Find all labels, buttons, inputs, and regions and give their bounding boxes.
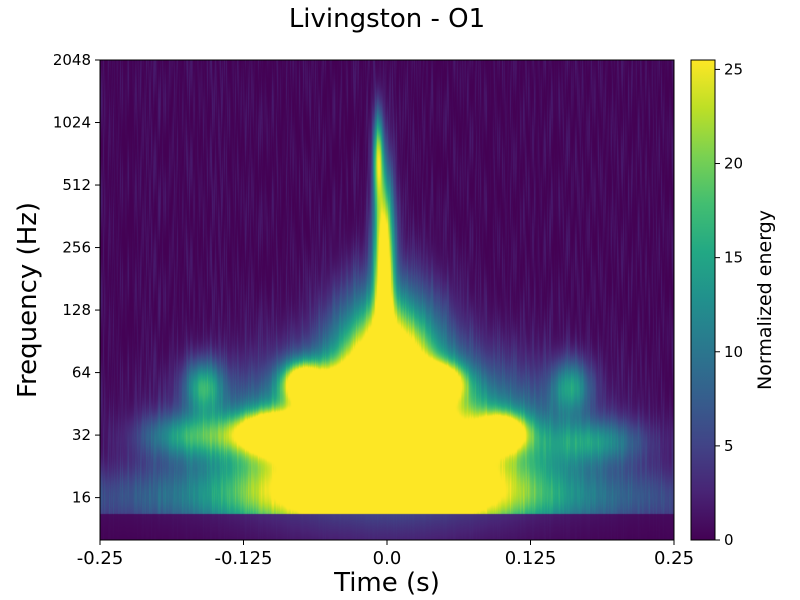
x-tick-label: 0.25 [654, 548, 694, 569]
colorbar-ticks: 0 5 10 15 20 25 [715, 60, 743, 549]
y-tick-label: 1024 [53, 114, 91, 132]
x-tick-label: -0.25 [77, 548, 124, 569]
y-tick-label: 512 [62, 176, 91, 194]
y-axis-label: Frequency (Hz) [13, 202, 43, 398]
colorbar-tick-label: 15 [724, 249, 743, 267]
y-tick-label: 256 [62, 239, 91, 257]
colorbar-gradient [690, 59, 716, 541]
y-tick-label: 64 [72, 364, 91, 382]
chart-title: Livingston - O1 [289, 4, 485, 34]
x-tick-label: 0.125 [505, 548, 557, 569]
x-axis-label: Time (s) [333, 568, 440, 598]
spectrogram-heatmap [100, 60, 674, 540]
y-tick-label: 32 [72, 426, 91, 444]
colorbar-tick-label: 0 [724, 531, 734, 549]
x-axis-ticks: -0.25 -0.125 0.0 0.125 0.25 [77, 540, 694, 569]
colorbar-tick-label: 5 [724, 437, 734, 455]
colorbar-tick-label: 20 [724, 155, 743, 173]
colorbar-tick-label: 10 [724, 343, 743, 361]
spectrogram-plot-area [99, 59, 675, 541]
colorbar-tick-label: 25 [724, 60, 743, 78]
y-tick-label: 128 [62, 301, 91, 319]
y-axis-ticks: 16 32 64 128 256 512 1024 2048 [53, 51, 100, 507]
x-tick-label: 0.0 [373, 548, 402, 569]
y-tick-label: 16 [72, 489, 91, 507]
y-tick-label: 2048 [53, 51, 91, 69]
x-tick-label: -0.125 [214, 548, 272, 569]
colorbar: 0 5 10 15 20 25 Normalized energy [690, 59, 776, 549]
colorbar-label: Normalized energy [754, 210, 776, 390]
